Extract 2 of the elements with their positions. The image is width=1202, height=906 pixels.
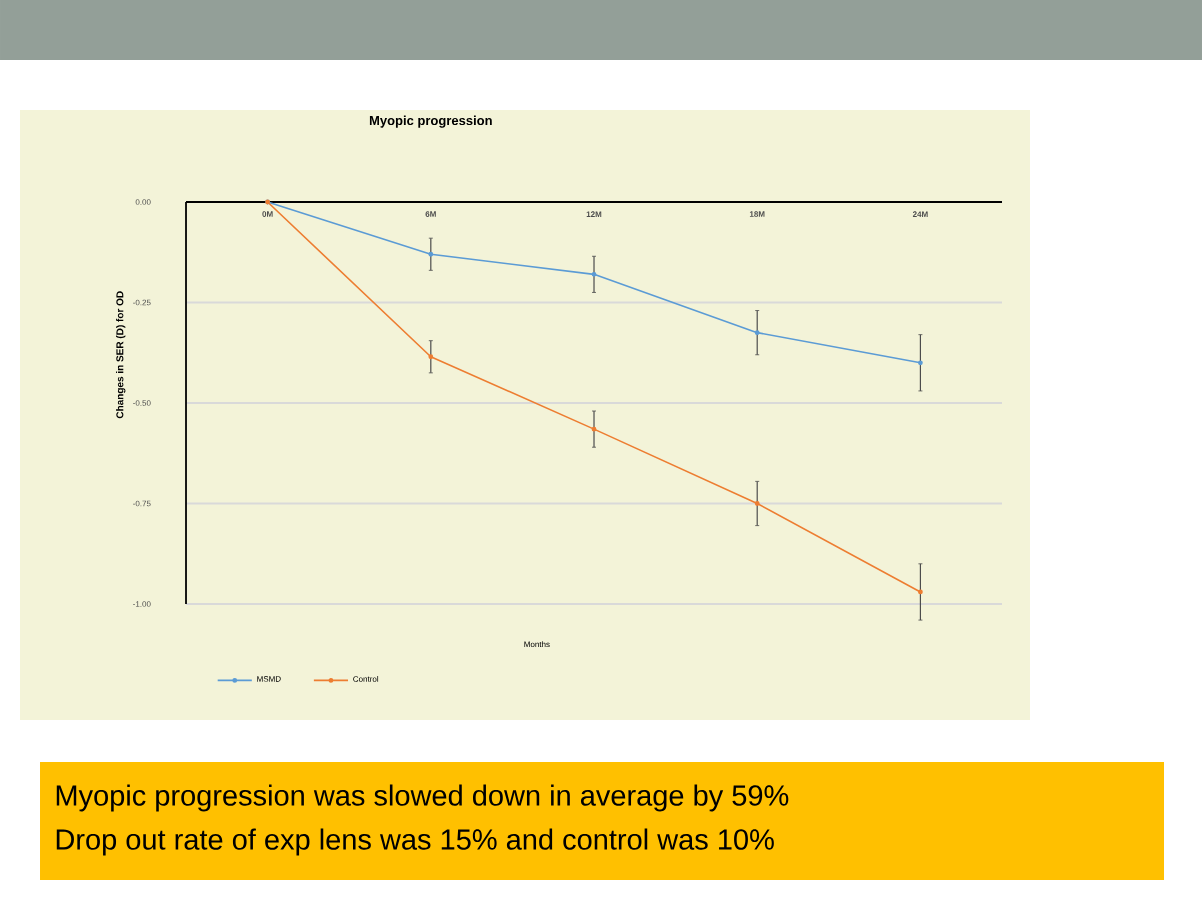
text: Drop out rate of exp lens was 15% and control was 10% [56, 828, 774, 856]
text: Myopic progression was slowed down in average by 59% [56, 784, 789, 812]
